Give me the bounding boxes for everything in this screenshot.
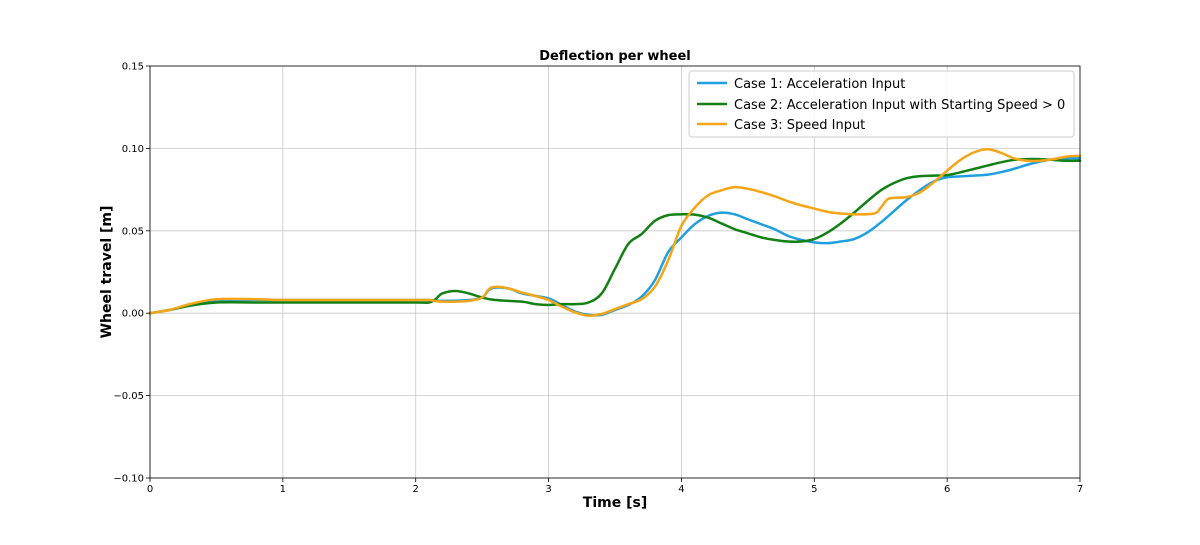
legend-label-case-3: Case 3: Speed Input — [734, 118, 865, 133]
series-line-case-2 — [148, 157, 1082, 315]
x-tick-label: 1 — [280, 484, 286, 495]
x-tick-label: 2 — [413, 484, 419, 495]
y-tick-label: 0.05 — [122, 226, 144, 237]
y-tick-label: 0.10 — [122, 144, 144, 155]
x-tick-label: 6 — [944, 484, 950, 495]
y-tick-label: −0.05 — [113, 391, 144, 402]
plot-lines — [148, 147, 1082, 317]
legend: Case 1: Acceleration Input Case 2: Accel… — [688, 70, 1075, 138]
x-tick-label: 5 — [811, 484, 817, 495]
x-axis-label: Time [s] — [583, 495, 647, 511]
axis-ticks: 0 1 2 3 4 5 6 7 −0.10 −0.05 0.00 0.05 0.10 0.15 — [113, 62, 1083, 496]
legend-label-case-1: Case 1: Acceleration Input — [734, 77, 905, 92]
x-tick-label: 4 — [678, 484, 684, 495]
legend-label-case-2: Case 2: Acceleration Input with Starting… — [734, 98, 1065, 113]
series-line-case-3 — [148, 147, 1082, 317]
x-tick-label: 7 — [1077, 484, 1083, 495]
x-tick-label: 0 — [147, 484, 153, 495]
plot-area-frame — [149, 65, 1081, 479]
y-tick-label: 0.00 — [122, 309, 144, 320]
chart-title: Deflection per wheel — [539, 49, 691, 64]
series-line-case-1 — [148, 156, 1082, 317]
x-tick-label: 3 — [545, 484, 551, 495]
legend-box — [688, 70, 1075, 138]
y-axis-label: Wheel travel [m] — [99, 206, 115, 339]
y-tick-label: 0.15 — [122, 62, 144, 73]
y-tick-label: −0.10 — [113, 474, 144, 485]
